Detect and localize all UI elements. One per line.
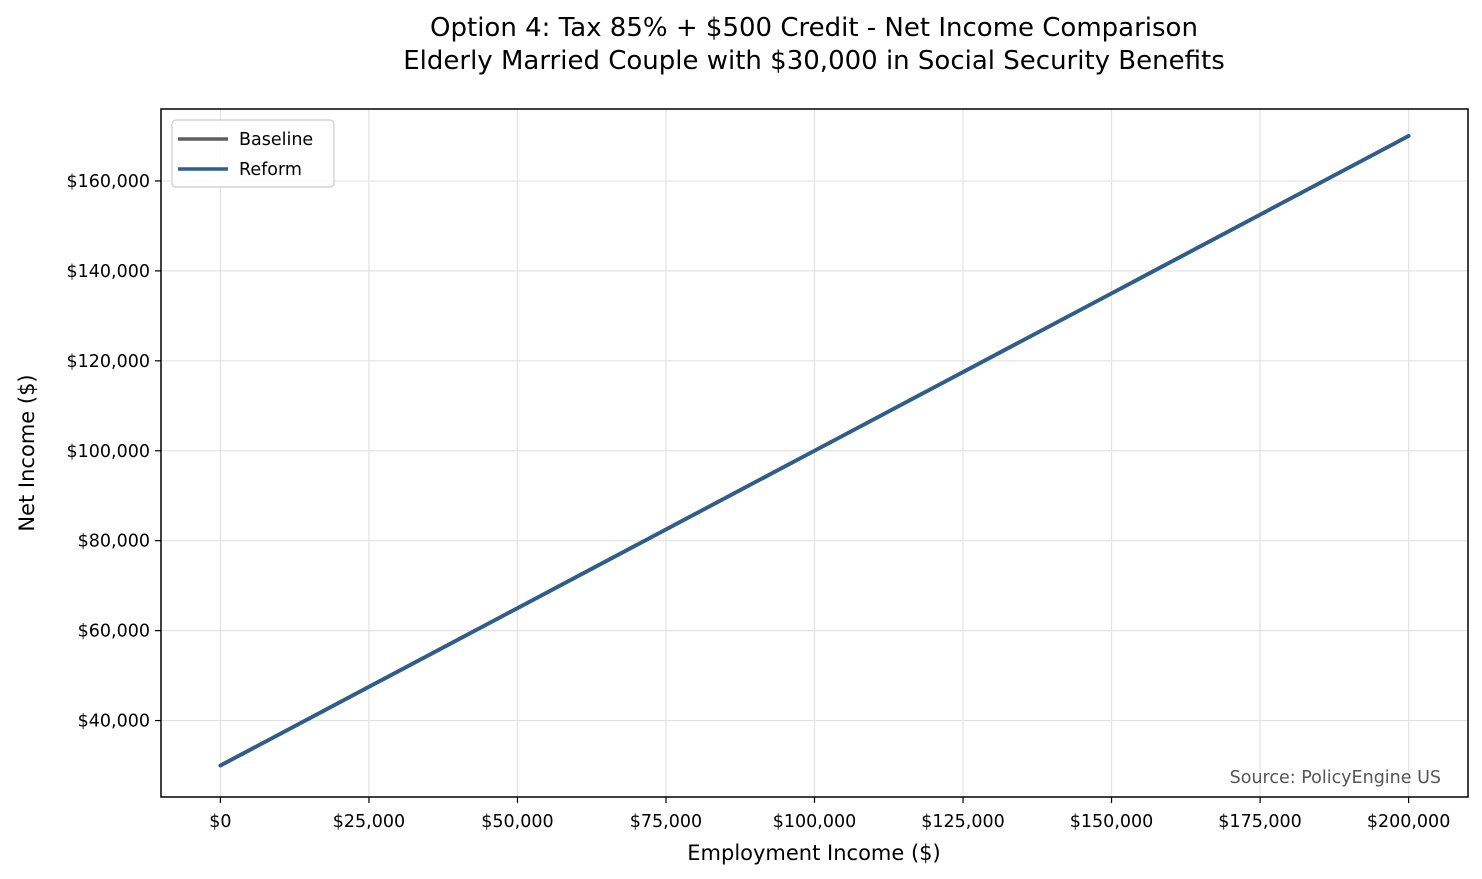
x-tick-label: $125,000 <box>921 812 1005 832</box>
x-tick-label: $50,000 <box>481 812 553 832</box>
y-tick-label: $120,000 <box>66 352 150 372</box>
series-lines <box>218 134 1411 768</box>
y-tick-label: $160,000 <box>66 172 150 192</box>
x-tick-label: $200,000 <box>1367 812 1451 832</box>
y-tick-label: $100,000 <box>66 442 150 462</box>
y-tick-label: $60,000 <box>78 622 150 642</box>
x-tick-label: $150,000 <box>1070 812 1154 832</box>
y-axis-label: Net Income ($) <box>15 374 39 531</box>
legend-label-baseline: Baseline <box>239 130 313 150</box>
y-tick-label: $80,000 <box>78 532 150 552</box>
x-axis-ticks: $0 $25,000 $50,000 $75,000 $100,000 $125,000 $… <box>209 797 1450 832</box>
x-tick-label: $25,000 <box>333 812 405 832</box>
chart-title-line-2: Elderly Married Couple with $30,000 in S… <box>403 46 1225 76</box>
x-tick-label: $75,000 <box>630 812 702 832</box>
y-tick-label: $140,000 <box>66 262 150 282</box>
chart-title-line-1: Option 4: Tax 85% + $500 Credit - Net In… <box>430 13 1198 43</box>
legend: Baseline Reform <box>171 119 335 188</box>
source-annotation: Source: PolicyEngine US <box>1230 768 1441 788</box>
x-tick-label: $175,000 <box>1218 812 1302 832</box>
y-tick-label: $40,000 <box>78 712 150 732</box>
x-tick-label: $0 <box>209 812 231 832</box>
x-tick-label: $100,000 <box>773 812 857 832</box>
y-axis-ticks: $40,000 $60,000 $80,000 $100,000 $120,000 $14… <box>66 172 161 732</box>
series-line-reform <box>218 134 1411 768</box>
x-axis-label: Employment Income ($) <box>687 841 940 865</box>
legend-label-reform: Reform <box>239 160 302 180</box>
